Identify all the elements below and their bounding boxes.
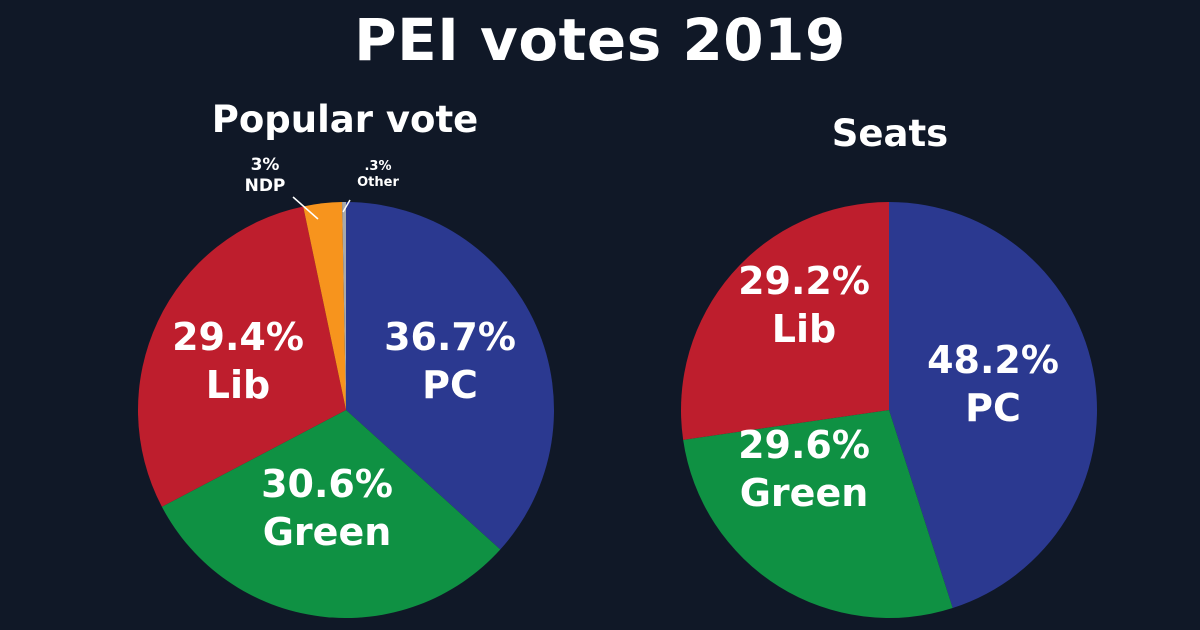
name-label-green: Green bbox=[263, 510, 392, 554]
slice-green bbox=[161, 410, 501, 618]
popular-vote-pie: 36.7%PC 30.6%Green 29.4%Lib 3%NDP .3%Other bbox=[137, 155, 555, 618]
slice-ndp bbox=[303, 202, 346, 410]
seats-pie: 48.2%PC 29.6%Green 29.2%Lib bbox=[681, 202, 1098, 618]
name-label-other: Other bbox=[357, 175, 399, 190]
slice-other bbox=[342, 202, 346, 410]
name-label-pc: PC bbox=[965, 386, 1021, 430]
slice-pc bbox=[346, 202, 555, 550]
name-label-green: Green bbox=[740, 471, 869, 515]
leader-line-ndp bbox=[292, 196, 319, 220]
value-label-pc: 36.7% bbox=[384, 315, 516, 359]
value-label-ndp: 3% bbox=[251, 155, 280, 175]
slice-lib bbox=[681, 202, 889, 440]
slice-lib bbox=[137, 206, 346, 507]
slice-pc bbox=[889, 202, 1098, 609]
value-label-other: .3% bbox=[364, 159, 391, 174]
leader-line-other bbox=[342, 199, 351, 213]
value-label-green: 30.6% bbox=[261, 462, 393, 506]
name-label-lib: Lib bbox=[772, 307, 836, 351]
popular-vote-title: Popular vote bbox=[211, 98, 479, 141]
value-label-lib: 29.2% bbox=[738, 259, 870, 303]
main-title: PEI votes 2019 bbox=[354, 6, 846, 74]
value-label-lib: 29.4% bbox=[172, 315, 304, 359]
value-label-green: 29.6% bbox=[738, 423, 870, 467]
name-label-pc: PC bbox=[422, 363, 478, 407]
seats-title: Seats bbox=[831, 112, 949, 155]
name-label-lib: Lib bbox=[206, 363, 270, 407]
name-label-ndp: NDP bbox=[245, 176, 286, 196]
value-label-pc: 48.2% bbox=[927, 338, 1059, 382]
slice-green bbox=[683, 410, 953, 618]
